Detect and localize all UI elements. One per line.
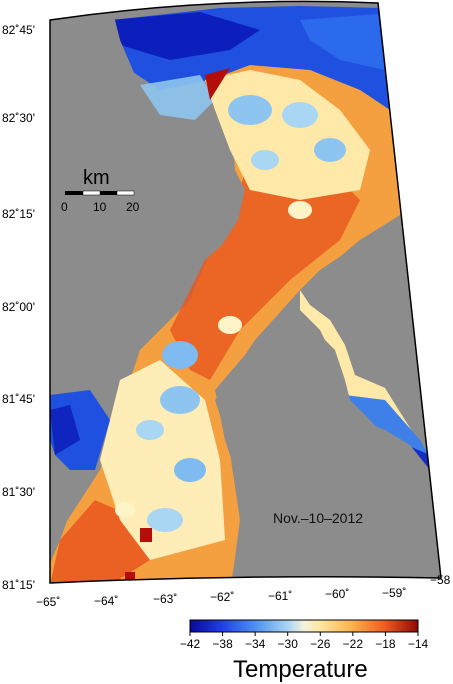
colorbar-ticks: −42 −38 −34 −30 −26 −22 −18 −14 — [180, 632, 429, 651]
lat-label: 81˚45' — [2, 392, 35, 406]
map-panel: Nov.–10–2012 — [50, 1, 441, 583]
date-label: Nov.–10–2012 — [273, 510, 363, 526]
colorbar-gradient — [189, 619, 419, 633]
scale-tick-10: 10 — [93, 200, 107, 214]
longitude-labels: −65˚ −64˚ −63˚ −62˚ −61˚ −60˚ −59˚ −58 — [36, 573, 451, 609]
lon-label: −63˚ — [153, 592, 177, 606]
lat-label: 82˚30' — [2, 111, 35, 125]
scale-bar-unit: km — [83, 167, 110, 189]
lon-label: −65˚ — [36, 595, 60, 609]
colorbar: −42 −38 −34 −30 −26 −22 −18 −14 Temperature — [180, 619, 429, 683]
map-frame — [49, 0, 442, 584]
colorbar-tick-label: −26 — [310, 637, 331, 651]
lon-label: −59˚ — [382, 586, 406, 600]
latitude-labels: 82˚45' 82˚30' 82˚15' 82˚00' 81˚45' 81˚30… — [2, 23, 35, 592]
scale-tick-20: 20 — [126, 200, 140, 214]
colorbar-tick-label: −14 — [408, 637, 429, 651]
scale-bar: km 0 10 20 — [61, 167, 140, 214]
lon-label: −58 — [430, 573, 451, 587]
colorbar-tick-label: −30 — [278, 637, 299, 651]
lat-label: 81˚30' — [2, 485, 35, 499]
lat-label: 81˚15' — [2, 578, 35, 592]
lat-label: 82˚15' — [2, 207, 35, 221]
colorbar-title: Temperature — [233, 656, 368, 683]
lon-label: −64˚ — [94, 594, 118, 608]
temperature-field — [50, 6, 440, 583]
lon-label: −60˚ — [325, 587, 349, 601]
colorbar-tick-label: −38 — [212, 637, 233, 651]
colorbar-tick-label: −34 — [245, 637, 266, 651]
south-land — [215, 330, 441, 583]
lat-label: 82˚00' — [2, 300, 35, 314]
colorbar-tick-label: −42 — [180, 637, 201, 651]
colorbar-tick-label: −22 — [343, 637, 364, 651]
lat-label: 82˚45' — [2, 23, 35, 37]
lon-label: −61˚ — [268, 589, 292, 603]
west-coast-land — [50, 1, 245, 410]
colorbar-tick-label: −18 — [375, 637, 396, 651]
scale-tick-0: 0 — [61, 200, 68, 214]
lon-label: −62˚ — [210, 590, 234, 604]
